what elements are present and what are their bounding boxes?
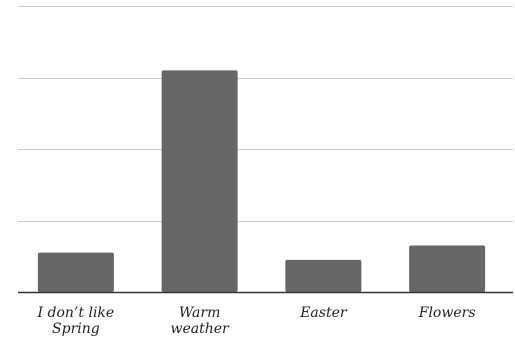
x-tick-label-3: Flowers [418,305,476,321]
bar-3 [409,245,486,292]
bar-1 [161,70,238,292]
bars [37,70,486,292]
x-tick-labels: I don’t like Spring Warm weather Easter Flowe… [37,305,476,337]
x-tick-label-2: Easter [299,305,348,321]
gridlines [18,6,513,222]
x-tick-label-1-line-0: Warm [179,305,221,321]
x-tick-label-0-line-1: Spring [52,321,100,337]
bar-0 [37,252,114,292]
x-tick-label-3-line-0: Flowers [418,305,476,321]
x-tick-label-0-line-0: I don’t like [37,305,115,321]
x-tick-label-1: Warm weather [171,305,231,337]
x-tick-label-2-line-0: Easter [299,305,348,321]
x-tick-label-1-line-1: weather [171,321,231,337]
bar-2 [285,259,362,292]
x-tick-label-0: I don’t like Spring [37,305,115,337]
